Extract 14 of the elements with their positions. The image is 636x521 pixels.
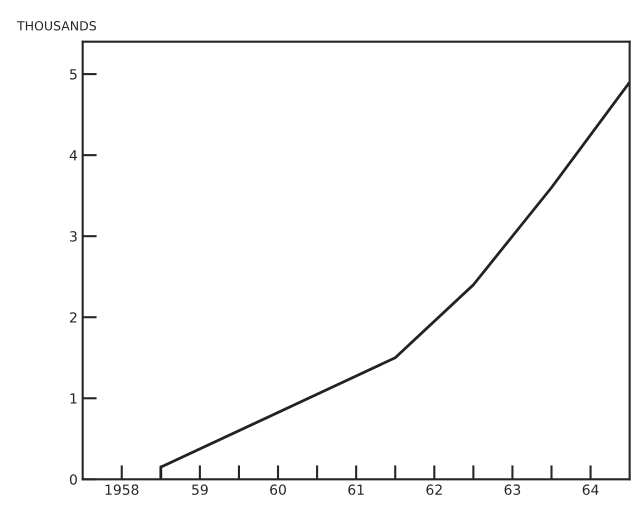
x-tick-label: 63: [504, 484, 520, 495]
x-tick-label: 61: [348, 484, 364, 495]
x-tick-label: 64: [582, 484, 599, 495]
y-tick-label: 0: [70, 474, 77, 485]
y-tick-label: 3: [70, 231, 77, 242]
y-tick-label: 1: [70, 393, 77, 404]
y-tick-label: 4: [70, 150, 78, 160]
y-tick-label: 5: [70, 69, 77, 80]
x-tick-label: 59: [192, 484, 208, 495]
x-tick-label: 62: [426, 484, 442, 495]
y-tick-label: 2: [70, 312, 76, 323]
x-tick-label: 60: [270, 484, 286, 495]
x-tick-label: 1958: [106, 484, 138, 495]
y-axis-title: THOUSANDS: [17, 21, 96, 31]
